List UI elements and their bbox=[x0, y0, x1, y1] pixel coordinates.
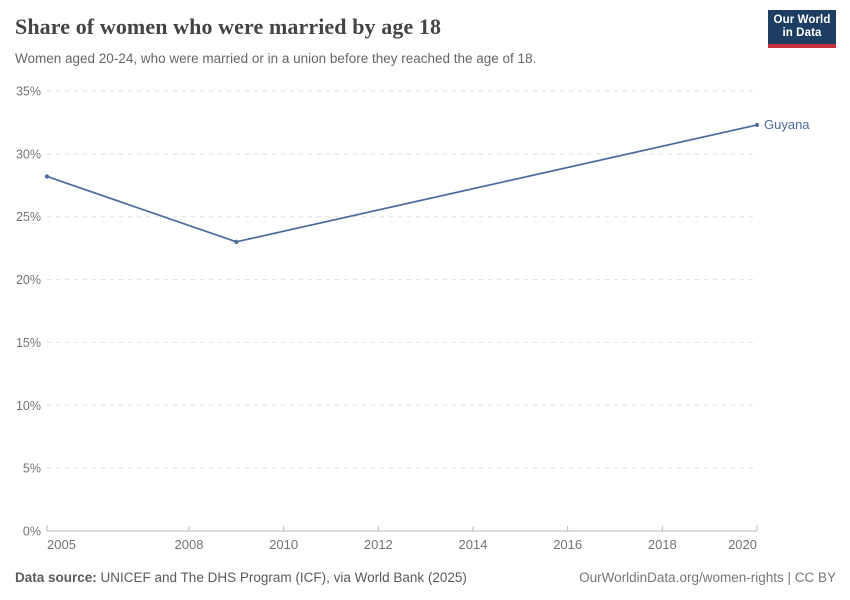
owid-logo-line2: in Data bbox=[782, 27, 822, 39]
data-point-guyana-2020[interactable] bbox=[754, 122, 760, 128]
entity-label-guyana[interactable]: Guyana bbox=[764, 117, 810, 132]
y-tick-label: 0% bbox=[23, 525, 41, 539]
owid-logo[interactable]: Our World in Data bbox=[768, 10, 836, 48]
x-tick-label: 2014 bbox=[459, 537, 488, 552]
y-tick-label: 15% bbox=[16, 336, 41, 350]
data-source-text: UNICEF and The DHS Program (ICF), via Wo… bbox=[96, 570, 467, 585]
data-source-label: Data source: bbox=[15, 570, 97, 585]
data-point-guyana-2005[interactable] bbox=[44, 174, 50, 179]
x-tick-label: 2010 bbox=[269, 537, 298, 552]
owid-license-link[interactable]: OurWorldinData.org/women-rights | CC BY bbox=[579, 570, 836, 585]
owid-logo-line1: Our World bbox=[773, 14, 831, 26]
y-tick-label: 20% bbox=[16, 273, 41, 287]
x-tick-label: 2005 bbox=[47, 537, 76, 552]
x-tick-label: 2012 bbox=[364, 537, 393, 552]
y-tick-label: 10% bbox=[16, 399, 41, 413]
x-tick-label: 2008 bbox=[175, 537, 204, 552]
data-line-guyana[interactable] bbox=[46, 124, 758, 243]
data-point-guyana-2009[interactable] bbox=[234, 239, 239, 244]
chart-footer: Data source: UNICEF and The DHS Program … bbox=[15, 570, 836, 585]
y-tick-label: 30% bbox=[16, 147, 41, 161]
x-tick-label: 2016 bbox=[553, 537, 582, 552]
y-tick-label: 5% bbox=[23, 462, 41, 476]
chart-subtitle: Women aged 20-24, who were married or in… bbox=[15, 51, 537, 66]
page-title: Share of women who were married by age 1… bbox=[15, 14, 442, 39]
y-tick-label: 25% bbox=[16, 210, 41, 224]
x-tick-label: 2018 bbox=[648, 537, 677, 552]
y-tick-label: 35% bbox=[16, 85, 41, 99]
data-source-note: Data source: UNICEF and The DHS Program … bbox=[15, 570, 467, 585]
x-tick-label: 2020 bbox=[728, 537, 757, 552]
